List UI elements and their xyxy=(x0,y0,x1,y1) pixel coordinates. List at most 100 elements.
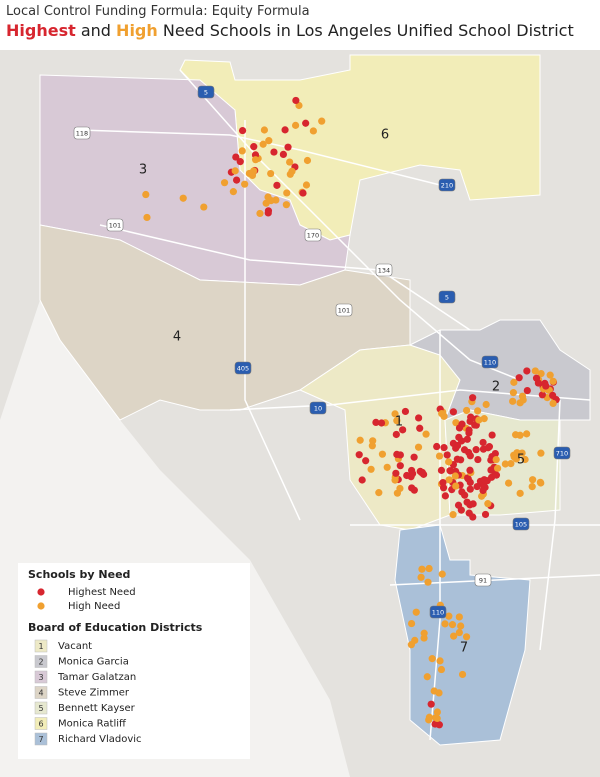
school-dot xyxy=(302,119,310,127)
school-dot xyxy=(232,176,241,184)
school-dot xyxy=(542,382,550,390)
school-dot xyxy=(494,464,502,472)
school-dot xyxy=(478,492,486,500)
district-label: 1 xyxy=(395,415,403,430)
school-dot xyxy=(457,437,466,445)
school-dot xyxy=(377,419,386,427)
school-dot xyxy=(466,452,474,460)
school-dot xyxy=(270,148,278,156)
school-dot xyxy=(438,570,446,578)
school-dot xyxy=(469,394,477,402)
school-dot xyxy=(474,407,482,415)
school-dot xyxy=(465,426,473,434)
school-dot xyxy=(546,371,554,379)
school-dot xyxy=(200,203,208,211)
school-dot xyxy=(474,455,482,464)
school-dot xyxy=(428,655,436,663)
school-dot xyxy=(420,629,428,637)
school-dot xyxy=(519,396,527,404)
school-dot xyxy=(231,167,239,175)
school-dot xyxy=(288,167,296,175)
school-dot xyxy=(475,416,483,424)
school-dot xyxy=(436,657,444,665)
road xyxy=(179,69,521,381)
freeway-shield xyxy=(197,85,215,99)
school-dot xyxy=(549,399,557,408)
school-dot xyxy=(481,510,490,519)
school-dot xyxy=(538,391,546,399)
school-dot xyxy=(528,483,536,491)
school-dot xyxy=(220,179,229,187)
school-dot xyxy=(449,408,458,416)
school-dot xyxy=(457,506,465,514)
school-dot xyxy=(467,413,475,421)
legend-swatch xyxy=(34,655,48,668)
legend-title: Board of Education Districts xyxy=(28,621,203,634)
school-dot xyxy=(355,451,363,459)
freeway-label: 170 xyxy=(307,232,319,240)
school-dot xyxy=(437,466,446,474)
school-dot xyxy=(509,389,517,397)
school-dot xyxy=(241,180,249,188)
school-dot xyxy=(512,455,520,463)
school-dot xyxy=(267,169,275,178)
freeway-shield xyxy=(429,605,447,619)
school-dot xyxy=(485,443,494,451)
legend-dot xyxy=(37,588,45,596)
school-dot xyxy=(401,407,410,416)
school-dot xyxy=(412,608,420,616)
school-dot xyxy=(466,478,474,487)
legend-number: 4 xyxy=(38,689,43,698)
freeway-shield xyxy=(481,355,499,369)
legend-label: High Need xyxy=(68,601,120,612)
school-dot xyxy=(516,431,524,439)
school-dot xyxy=(399,426,407,434)
school-dot xyxy=(279,150,287,158)
school-dot xyxy=(372,418,380,426)
school-dot xyxy=(471,421,479,429)
school-dot xyxy=(449,511,457,519)
school-dot xyxy=(473,482,481,491)
district-label: 3 xyxy=(139,163,147,178)
school-dot xyxy=(492,455,500,464)
school-dot xyxy=(250,167,258,175)
school-dot xyxy=(292,96,300,105)
district-label: 6 xyxy=(381,128,389,143)
school-dot xyxy=(439,484,448,492)
freeway-label: 210 xyxy=(441,182,453,190)
school-dot xyxy=(283,189,291,197)
school-dot xyxy=(537,449,545,457)
school-dot xyxy=(437,665,446,674)
school-dot xyxy=(479,445,488,453)
school-dot xyxy=(427,700,435,708)
school-dot xyxy=(532,374,541,382)
school-dot xyxy=(391,410,399,418)
district-label: 4 xyxy=(173,330,181,345)
school-dot xyxy=(415,414,423,422)
school-dot xyxy=(507,460,515,468)
header: Local Control Funding Formula: Equity Fo… xyxy=(6,4,574,40)
school-dot xyxy=(273,181,281,189)
school-dot xyxy=(393,417,401,425)
school-dot xyxy=(392,430,400,439)
school-dot xyxy=(393,450,401,459)
school-dot xyxy=(391,476,399,484)
school-dot xyxy=(450,632,458,640)
freeway-label: 91 xyxy=(479,577,487,585)
school-dot xyxy=(443,451,451,459)
freeway-label: 5 xyxy=(204,89,208,97)
school-dot xyxy=(458,670,467,679)
school-dot xyxy=(425,564,433,573)
school-dot xyxy=(440,443,448,452)
school-dot xyxy=(264,209,272,217)
school-dot xyxy=(396,462,404,470)
legend-label: Highest Need xyxy=(68,587,136,598)
school-dot xyxy=(414,443,423,451)
school-dot xyxy=(422,430,430,438)
road xyxy=(429,330,441,741)
school-dot xyxy=(466,485,474,493)
freeway-label: 101 xyxy=(338,307,350,315)
school-dot xyxy=(452,482,460,490)
legend-swatch xyxy=(34,732,48,746)
school-dot xyxy=(446,467,454,475)
